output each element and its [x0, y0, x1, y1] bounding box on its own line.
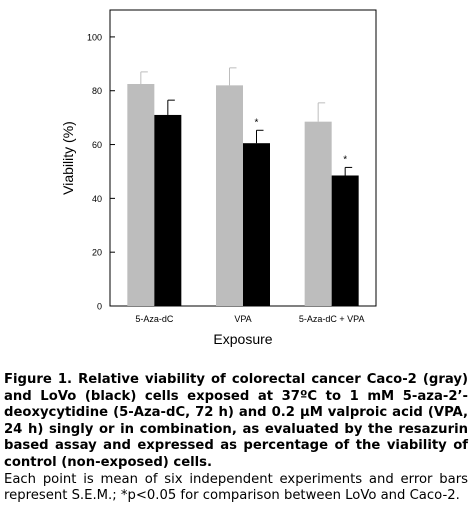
caption-heading: Figure 1. Relative viability of colorect… [4, 372, 468, 470]
y-axis-label: Viability (%) [60, 121, 76, 195]
bar-chart: 0 20 40 60 80 100 5-Aza-dC VPA 5-Aza-dC + VPA *… [60, 9, 377, 347]
x-tick-label: VPA [234, 314, 251, 324]
bar [331, 175, 359, 306]
significance-marker: * [255, 117, 259, 128]
y-tick-label: 20 [92, 248, 102, 258]
x-axis-label: Exposure [213, 331, 272, 347]
x-axis: 5-Aza-dC VPA 5-Aza-dC + VPA [135, 314, 364, 324]
figure-caption: Figure 1. Relative viability of colorect… [4, 372, 468, 505]
x-tick-label: 5-Aza-dC [135, 314, 174, 324]
caption-body: Each point is mean of six independent ex… [4, 471, 468, 504]
bars: ** [127, 67, 359, 306]
bar [154, 114, 182, 306]
significance-marker: * [343, 154, 347, 165]
bar [216, 85, 243, 306]
bar [304, 121, 332, 306]
y-axis: 0 20 40 60 80 100 [87, 32, 115, 312]
y-tick-label: 80 [92, 86, 102, 96]
x-tick-label: 5-Aza-dC + VPA [299, 314, 365, 324]
y-tick-label: 60 [92, 140, 102, 150]
y-tick-label: 100 [87, 32, 102, 42]
y-tick-label: 40 [92, 194, 102, 204]
bar [243, 143, 270, 306]
bar [127, 84, 155, 306]
y-tick-label: 0 [97, 302, 102, 312]
